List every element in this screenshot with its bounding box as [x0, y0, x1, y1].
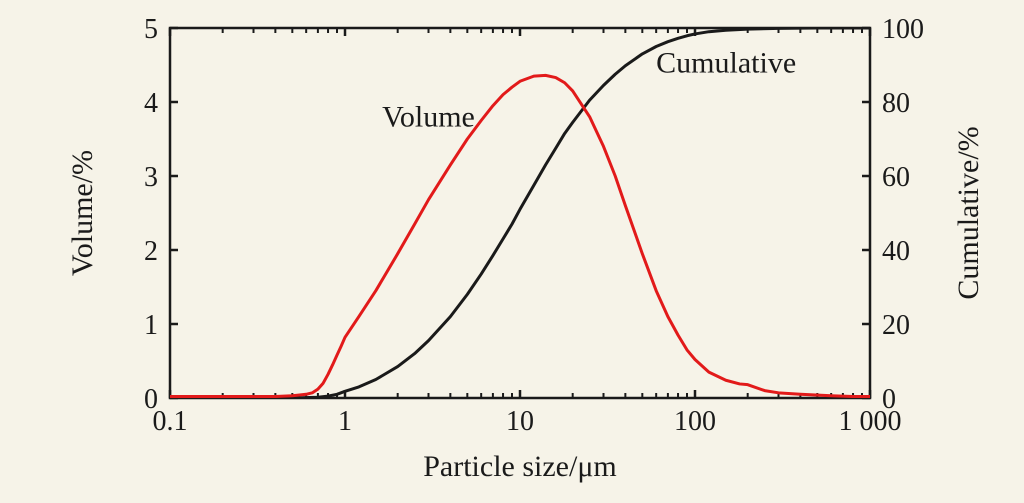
series-cumulative: [170, 28, 870, 398]
yr-tick-label: 100: [882, 14, 924, 45]
x-tick-label: 100: [674, 406, 716, 437]
x-tick-label: 10: [506, 406, 534, 437]
plot-frame: [170, 28, 870, 398]
chart-svg: 0.11101001 000012345020406080100Particle…: [0, 0, 1024, 503]
yr-tick-label: 40: [882, 236, 910, 267]
yl-tick-label: 3: [144, 162, 158, 193]
yl-tick-label: 5: [144, 14, 158, 45]
x-axis-label: Particle size/μm: [423, 450, 617, 483]
series-label-volume: Volume: [382, 100, 475, 133]
yl-tick-label: 2: [144, 236, 158, 267]
particle-size-chart: 0.11101001 000012345020406080100Particle…: [0, 0, 1024, 503]
yl-tick-label: 1: [144, 310, 158, 341]
x-tick-label: 1: [338, 406, 352, 437]
yr-tick-label: 0: [882, 384, 896, 415]
series-volume: [170, 75, 870, 396]
yr-tick-label: 60: [882, 162, 910, 193]
yr-tick-label: 20: [882, 310, 910, 341]
yl-tick-label: 0: [144, 384, 158, 415]
series-label-cumulative: Cumulative: [656, 46, 796, 79]
y-left-axis-label: Volume/%: [66, 150, 99, 276]
yr-tick-label: 80: [882, 88, 910, 119]
y-right-axis-label: Cumulative/%: [952, 126, 985, 299]
yl-tick-label: 4: [144, 88, 158, 119]
